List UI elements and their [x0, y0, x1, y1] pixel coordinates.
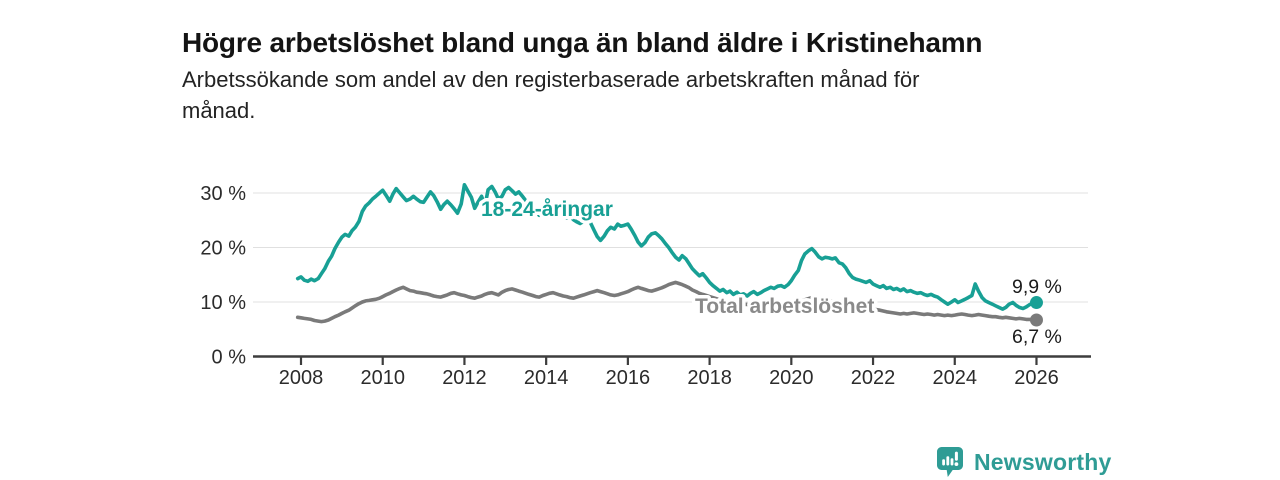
- x-axis-label-2020: 2020: [769, 367, 814, 389]
- chart-subtitle-line-1: Arbetssökande som andel av den registerb…: [182, 67, 920, 92]
- series-line-total: [295, 280, 1039, 324]
- y-axis-label-0: 0 %: [212, 347, 247, 369]
- chart-subtitle-line-2: månad.: [182, 98, 256, 123]
- x-axis-label-2018: 2018: [687, 367, 732, 389]
- newsworthy-wordmark: Newsworthy: [974, 448, 1112, 475]
- series-label-young: 18-24-åringar: [481, 198, 613, 221]
- y-axis-label-30: 30 %: [200, 183, 246, 205]
- x-axis-label-2022: 2022: [851, 367, 896, 389]
- x-axis-label-2014: 2014: [524, 367, 569, 389]
- newsworthy-barchart-bubble-icon: [937, 447, 963, 477]
- x-axis-label-2016: 2016: [606, 367, 651, 389]
- y-axis-label-10: 10 %: [200, 292, 246, 314]
- series-end-dot-total: [1029, 313, 1043, 327]
- series-end-dot-young: [1029, 296, 1043, 310]
- series-line-young: [295, 183, 1039, 311]
- chart-title: Högre arbetslöshet bland unga än bland ä…: [182, 26, 983, 58]
- series-label-total: Total arbetslöshet: [695, 295, 874, 318]
- y-axis-label-20: 20 %: [200, 238, 246, 260]
- x-axis-label-2012: 2012: [442, 367, 487, 389]
- chart-subtitle: Arbetssökande som andel av den registerb…: [182, 64, 1082, 126]
- x-axis-label-2008: 2008: [279, 367, 324, 389]
- x-axis-label-2024: 2024: [933, 367, 978, 389]
- series-end-value-young: 9,9 %: [1012, 276, 1062, 298]
- x-axis-label-2010: 2010: [360, 367, 405, 389]
- series-end-value-total: 6,7 %: [1012, 326, 1062, 348]
- newsworthy-logo: Newsworthy: [936, 446, 1111, 478]
- x-axis-label-2026: 2026: [1014, 367, 1059, 389]
